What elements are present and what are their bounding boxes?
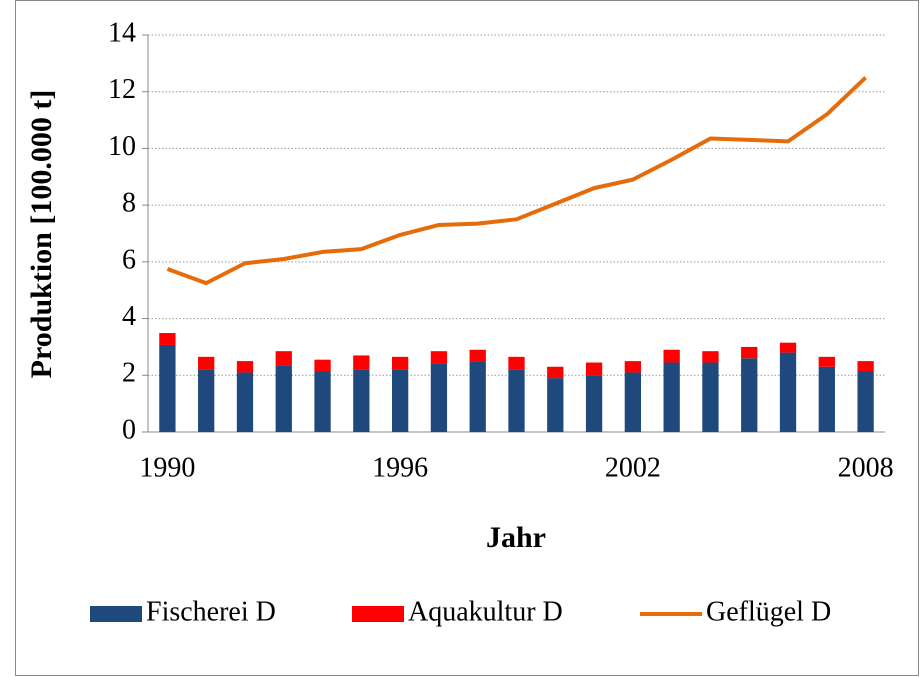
bar <box>391 369 409 432</box>
chart-border <box>15 0 919 676</box>
bar <box>624 361 642 373</box>
legend-label: Aquakultur D <box>408 596 563 627</box>
bar <box>547 366 564 379</box>
y-tick-label: 6 <box>122 244 136 275</box>
bar <box>275 351 292 366</box>
bar <box>857 371 874 432</box>
bar <box>353 355 370 370</box>
bar <box>857 361 874 372</box>
legend-label: Fischerei D <box>146 596 276 627</box>
y-tick-label: 4 <box>122 301 136 332</box>
bar <box>585 362 603 376</box>
bar <box>469 349 486 362</box>
x-tick-label: 1990 <box>139 452 195 483</box>
bar <box>275 365 292 432</box>
x-tick-label: 2008 <box>838 452 894 483</box>
bar <box>430 351 448 364</box>
bar <box>702 351 719 363</box>
bar <box>314 359 331 372</box>
bar <box>585 375 603 432</box>
bar <box>236 361 254 373</box>
legend-label: Geflügel D <box>706 596 831 627</box>
bar <box>198 356 215 370</box>
bar <box>353 369 370 432</box>
bar <box>741 358 758 432</box>
bar <box>391 356 409 370</box>
bar <box>508 369 525 432</box>
y-axis-label: Produktion [100.000 t] <box>25 90 58 379</box>
y-tick-label: 8 <box>122 188 136 219</box>
bar <box>198 369 215 432</box>
bar <box>818 366 835 432</box>
y-tick-label: 14 <box>108 17 136 48</box>
bar <box>779 352 797 432</box>
bar <box>508 356 525 370</box>
x-tick-label: 2002 <box>605 452 661 483</box>
bar <box>159 333 176 345</box>
x-tick-label: 1996 <box>372 452 428 483</box>
bar <box>547 378 564 432</box>
bar <box>741 346 758 359</box>
bar <box>314 371 331 432</box>
bar <box>624 372 642 432</box>
bar <box>663 349 680 363</box>
legend-swatch <box>352 606 404 622</box>
bar <box>779 342 797 353</box>
bar <box>469 361 486 432</box>
bar <box>236 372 254 432</box>
bar <box>430 363 448 432</box>
bar <box>159 344 176 432</box>
y-tick-label: 12 <box>108 74 136 105</box>
line <box>166 76 867 286</box>
y-tick-label: 10 <box>108 131 136 162</box>
bar <box>663 362 680 432</box>
x-axis-label: Jahr <box>486 521 546 554</box>
y-tick-label: 0 <box>122 414 136 445</box>
bar <box>818 356 835 367</box>
y-tick-label: 2 <box>122 358 136 389</box>
bar <box>702 362 719 432</box>
legend-swatch <box>90 606 142 622</box>
